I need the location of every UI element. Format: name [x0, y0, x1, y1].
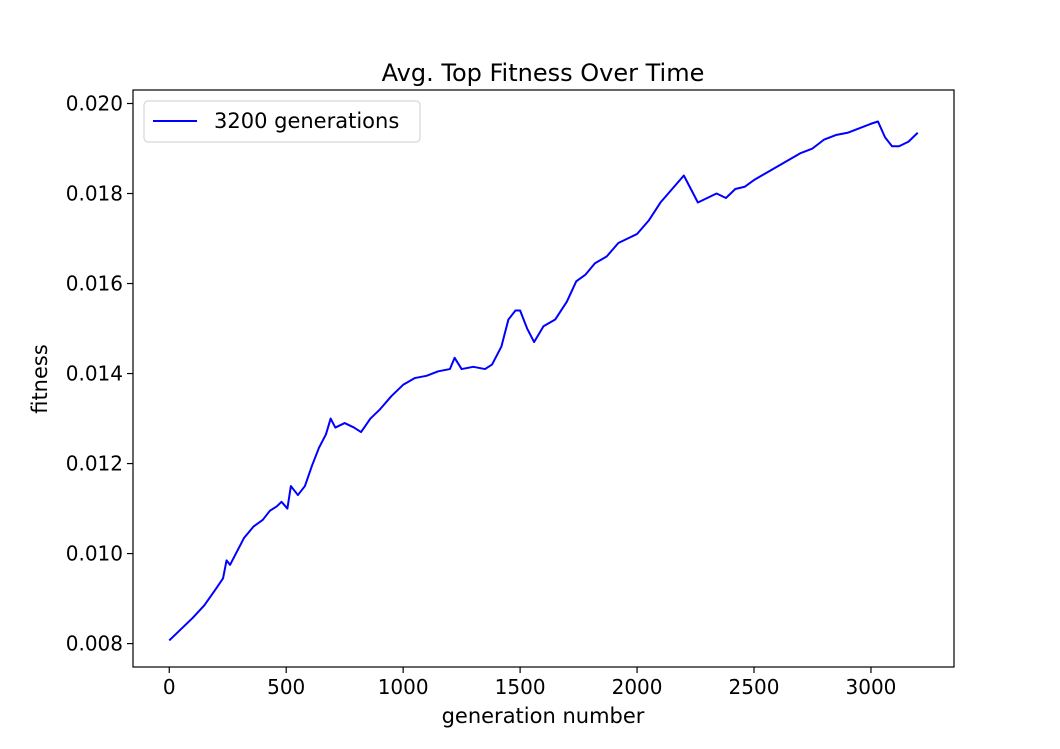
x-tick-label: 1500 [495, 675, 546, 699]
x-axis-label: generation number [442, 704, 645, 728]
legend-box [143, 100, 421, 143]
x-axis: 0 500 1000 1500 2000 2500 3000 [163, 667, 897, 699]
x-tick-label: 500 [267, 675, 305, 699]
x-tick-label: 0 [163, 675, 176, 699]
y-tick-label: 0.008 [66, 632, 123, 656]
x-tick-label: 1000 [378, 675, 429, 699]
y-tick-label: 0.012 [66, 452, 123, 476]
series-layer [168, 120, 919, 642]
y-tick-label: 0.020 [66, 92, 123, 116]
chart-title: Avg. Top Fitness Over Time [382, 59, 705, 87]
x-tick-label: 2000 [612, 675, 663, 699]
plot-frame [132, 89, 955, 668]
y-axis-label: fitness [28, 344, 52, 414]
x-tick-label: 3000 [846, 675, 897, 699]
legend-label: 3200 generations [214, 109, 399, 133]
legend: 3200 generations [143, 100, 421, 143]
x-tick-label: 2500 [729, 675, 780, 699]
y-tick-label: 0.016 [66, 272, 123, 296]
y-tick-label: 0.018 [66, 182, 123, 206]
y-tick-label: 0.010 [66, 542, 123, 566]
series-line [168, 120, 919, 642]
y-axis: 0.008 0.010 0.012 0.014 0.016 0.018 0.020 [66, 92, 133, 656]
y-tick-label: 0.014 [66, 362, 123, 386]
